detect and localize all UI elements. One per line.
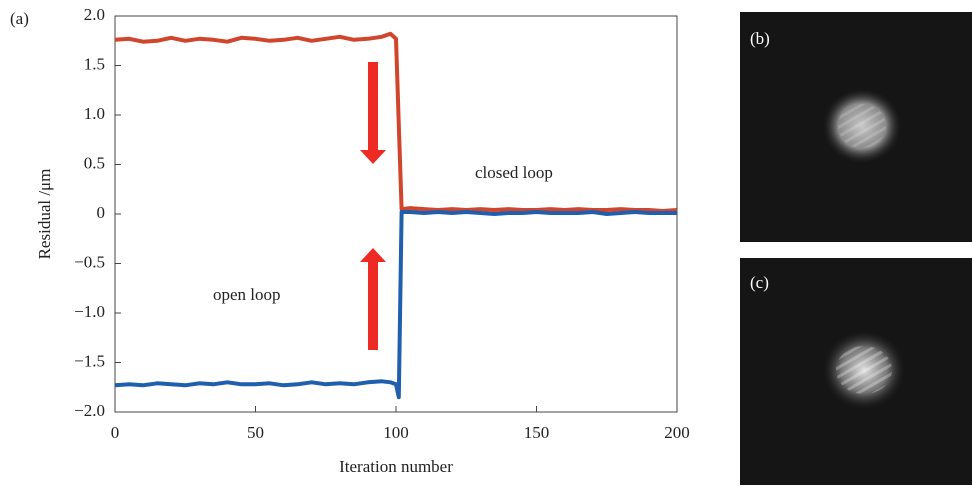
x-tick-label: 0: [111, 423, 120, 442]
y-tick-label: −2.0: [74, 401, 105, 420]
y-tick-label: −1.0: [74, 302, 105, 321]
y-tick-label: 2.0: [84, 5, 105, 24]
line-series: [115, 34, 677, 211]
axes: −2.0 −1.5 −1.0 −0.5 0 0.5 1.0 1.5 2.0 0 50 100 150 20…: [74, 5, 690, 442]
annotation: open loop: [213, 285, 281, 304]
arrow-up: [360, 248, 386, 350]
image-c: (c): [740, 258, 972, 485]
image-b: (b): [740, 12, 972, 242]
line-series: [115, 212, 677, 397]
x-tick-label: 200: [664, 423, 690, 442]
y-tick-label: 1.0: [84, 104, 105, 123]
x-tick-label: 150: [524, 423, 550, 442]
figure: (a) −2.0 −1.5 −1.0 −0.5 0 0.5 1.0 1.5 2.0 0 50 100 1…: [0, 0, 972, 485]
panel-label: (b): [750, 29, 770, 48]
y-tick-label: 0: [97, 203, 106, 222]
y-tick-label: −1.5: [74, 351, 105, 370]
y-tick-label: 1.5: [84, 54, 105, 73]
x-tick-label: 50: [247, 423, 264, 442]
annotation: closed loop: [475, 163, 553, 182]
y-tick-label: −0.5: [74, 252, 105, 271]
y-tick-label: 0.5: [84, 153, 105, 172]
panel-label: (a): [10, 9, 29, 28]
x-axis-label: Iteration number: [339, 457, 453, 476]
arrow-down: [360, 62, 386, 164]
panel-label: (c): [750, 273, 769, 292]
y-axis-label: Residual /μm: [35, 169, 54, 260]
x-tick-label: 100: [383, 423, 409, 442]
